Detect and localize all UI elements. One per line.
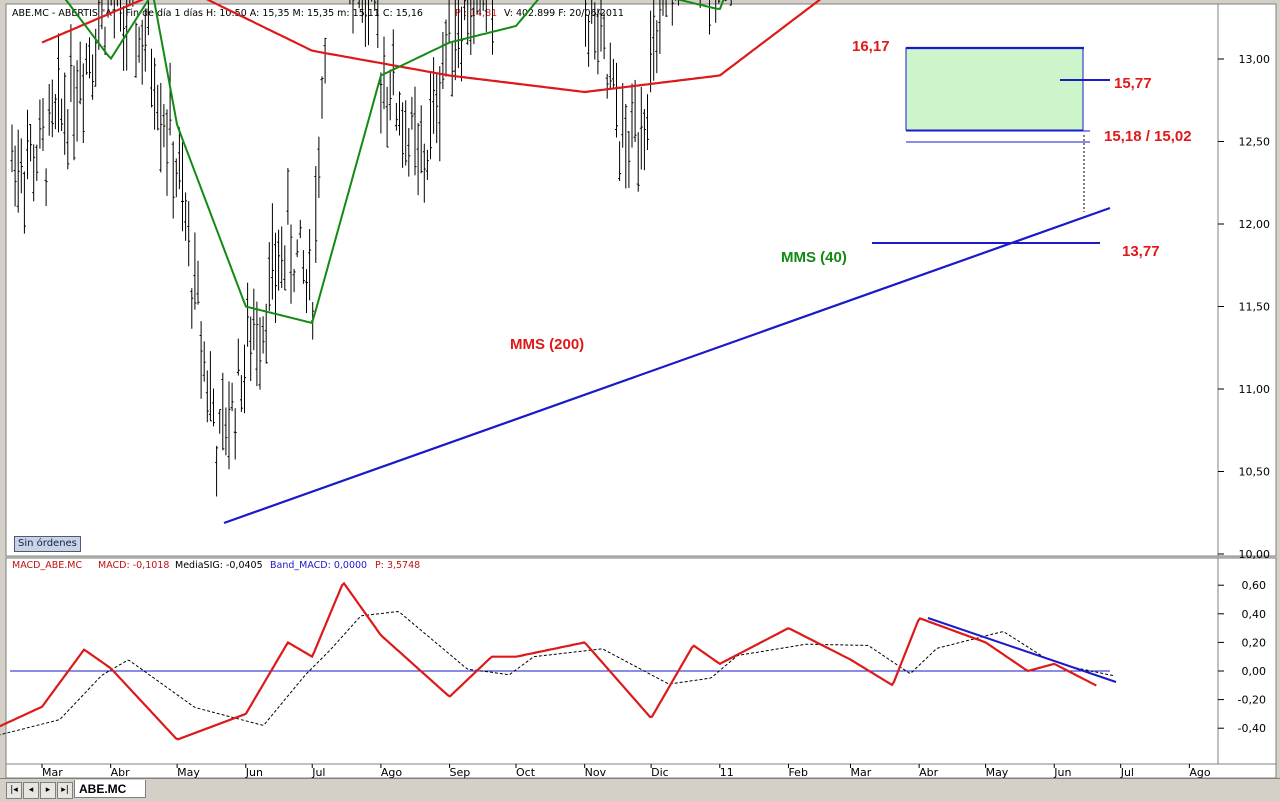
month-tick-label: Dic [651, 766, 669, 778]
symbol-tab[interactable]: ABE.MC [74, 780, 146, 798]
nav-next-button[interactable]: ▸ [40, 782, 56, 799]
nav-first-button[interactable]: |◂ [6, 782, 22, 799]
month-tick-label: Abr [919, 766, 939, 778]
price-tick-label: 11,00 [1239, 383, 1271, 396]
macd-line [0, 581, 1097, 741]
macd-header-p: P: 3,5748 [375, 560, 420, 571]
month-tick-label: Abr [111, 766, 131, 778]
price-axis [1217, 3, 1277, 557]
macd-axis [1217, 557, 1277, 765]
macd-tick-label: 0,60 [1242, 579, 1267, 592]
price-axis-ticks: 10,0010,5011,0011,5012,0012,5013,0013,50… [1218, 53, 1271, 561]
annotation-bottom: 15,18 / 15,02 [1104, 128, 1192, 145]
macd-tick-label: 0,00 [1242, 665, 1267, 678]
macd-down-trendline [927, 617, 1117, 683]
macd-tick-label: 0,20 [1242, 636, 1267, 649]
mms40-line [64, 0, 725, 325]
nav-prev-button[interactable]: ◂ [23, 782, 39, 799]
macd-tick-label: -0,20 [1238, 694, 1266, 707]
price-tick-label: 10,50 [1239, 466, 1271, 479]
price-bars [10, 0, 732, 497]
month-tick-label: Ago [381, 766, 403, 778]
mms200-line [41, 0, 822, 94]
month-tick-label: Jun [1053, 766, 1071, 778]
month-tick-label: Feb [788, 766, 807, 778]
macd-panel[interactable] [5, 557, 1219, 765]
price-tick-label: 11,50 [1239, 301, 1271, 314]
month-tick-label: May [177, 766, 200, 778]
annotation-top: 16,17 [852, 38, 890, 55]
annotation-mms200: MMS (200) [510, 336, 584, 353]
price-tick-label: 12,00 [1239, 218, 1271, 231]
price-tick-label: 12,50 [1239, 136, 1271, 149]
annotation-support: 13,77 [1122, 243, 1160, 260]
macd-header-signal: MediaSIG: -0,0405 [175, 560, 263, 571]
annotation-mid: 15,77 [1114, 75, 1152, 92]
month-tick-label: Mar [850, 766, 871, 778]
no-orders-button[interactable]: Sin órdenes [14, 536, 81, 552]
macd-signal-line [0, 610, 1115, 736]
month-tick-label: Mar [42, 766, 63, 778]
month-tick-label: May [986, 766, 1009, 778]
month-tick-label: 11 [720, 766, 734, 778]
month-tick-label: Sep [450, 766, 471, 778]
price-tick-label: 13,00 [1239, 53, 1271, 66]
chart-area[interactable]: ABE.MC - ABERTIS "A" - Fin de día 1 días… [0, 0, 1280, 778]
month-tick-label: Ago [1189, 766, 1211, 778]
macd-axis-ticks: -0,40 -0,20 0,00 0,20 0,40 0,60 [1218, 579, 1266, 735]
macd-header-band: Band_MACD: 0,0000 [270, 560, 367, 571]
nav-last-button[interactable]: ▸| [57, 782, 73, 799]
price-header-rest: V: 402.899 F: 20/06/2011 [504, 8, 624, 19]
uptrend-line [223, 206, 1111, 525]
price-header-info: ABE.MC - ABERTIS "A" - Fin de día 1 días… [12, 8, 423, 19]
month-tick-label: Nov [585, 766, 607, 778]
range-box [905, 47, 1084, 131]
macd-tick-label: 0,40 [1242, 608, 1267, 621]
month-tick-label: Jun [245, 766, 263, 778]
price-tick-label: 10,00 [1239, 548, 1271, 561]
macd-header-value: MACD: -0,1018 [98, 560, 169, 571]
time-axis [5, 763, 1277, 778]
macd-tick-label: -0,40 [1238, 722, 1266, 735]
month-tick-label: Jul [311, 766, 325, 778]
macd-header-name: MACD_ABE.MC [12, 560, 82, 571]
month-tick-label: Oct [516, 766, 536, 778]
price-header-p: P : 14,81 [455, 8, 497, 19]
annotation-mms40: MMS (40) [781, 249, 847, 266]
status-bar: |◂ ◂ ▸ ▸| ABE.MC [0, 778, 1280, 801]
month-tick-label: Jul [1120, 766, 1134, 778]
time-axis-ticks: Mar Abr May Jun Jul Ago Sep Oct Nov Dic 11 Feb Mar Ab… [41, 764, 1211, 778]
